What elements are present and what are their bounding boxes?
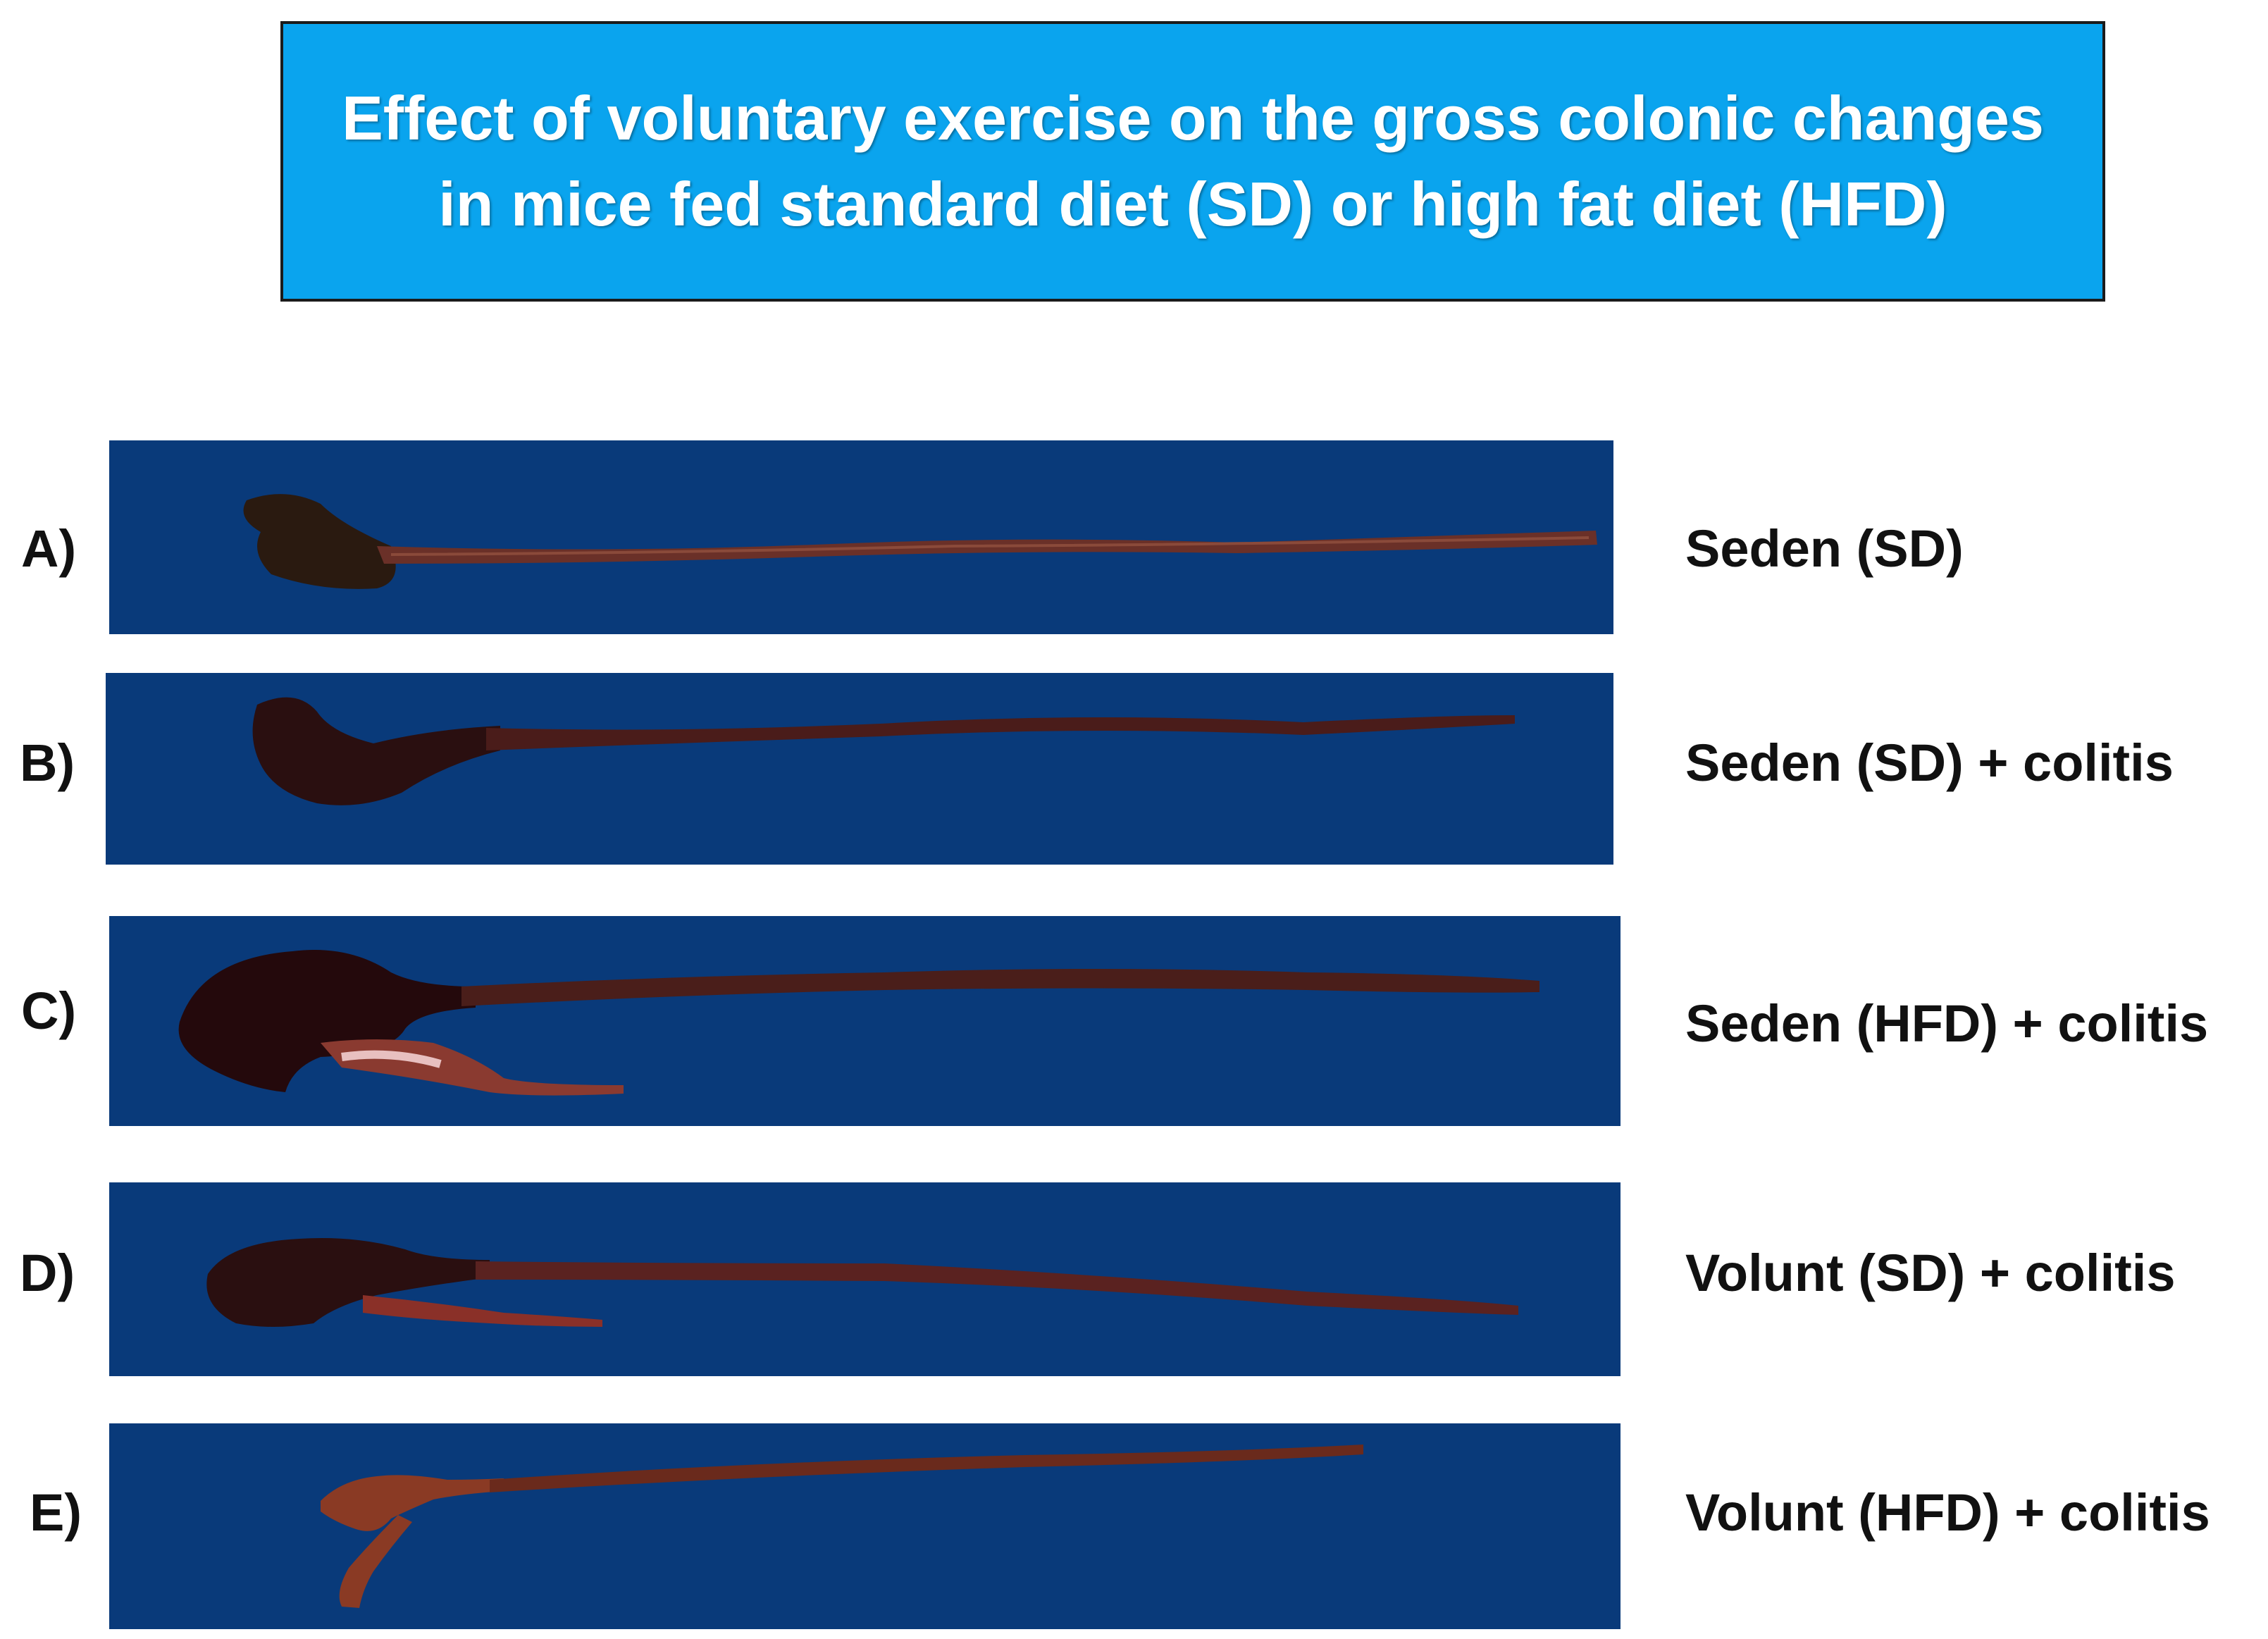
panel-c-photo [109,916,1621,1126]
colon-specimen-a [243,494,396,589]
panel-c-letter: C) [21,982,77,1040]
panel-b-label: Seden (SD) + colitis [1685,734,2174,792]
panel-e-label: Volunt (HFD) + colitis [1685,1483,2210,1542]
panel-e-photo [109,1423,1621,1629]
panel-e-letter: E) [30,1483,82,1542]
panel-a-letter: A) [21,519,77,578]
panel-a-photo [109,440,1613,634]
title-box: Effect of voluntary exercise on the gros… [280,21,2105,302]
panel-d-letter: D) [20,1244,75,1302]
colon-specimen-c [178,950,476,1092]
panel-c-label: Seden (HFD) + colitis [1685,994,2209,1053]
panel-b-photo [106,673,1613,865]
panel-b-letter: B) [20,734,75,792]
colon-specimen-e [321,1475,504,1531]
panel-d-label: Volunt (SD) + colitis [1685,1244,2176,1302]
colon-specimen-d [206,1238,490,1327]
panel-a-label: Seden (SD) [1685,519,1964,578]
panel-d-photo [109,1182,1621,1376]
figure-title: Effect of voluntary exercise on the gros… [342,83,2044,239]
colon-specimen-b [252,697,500,805]
